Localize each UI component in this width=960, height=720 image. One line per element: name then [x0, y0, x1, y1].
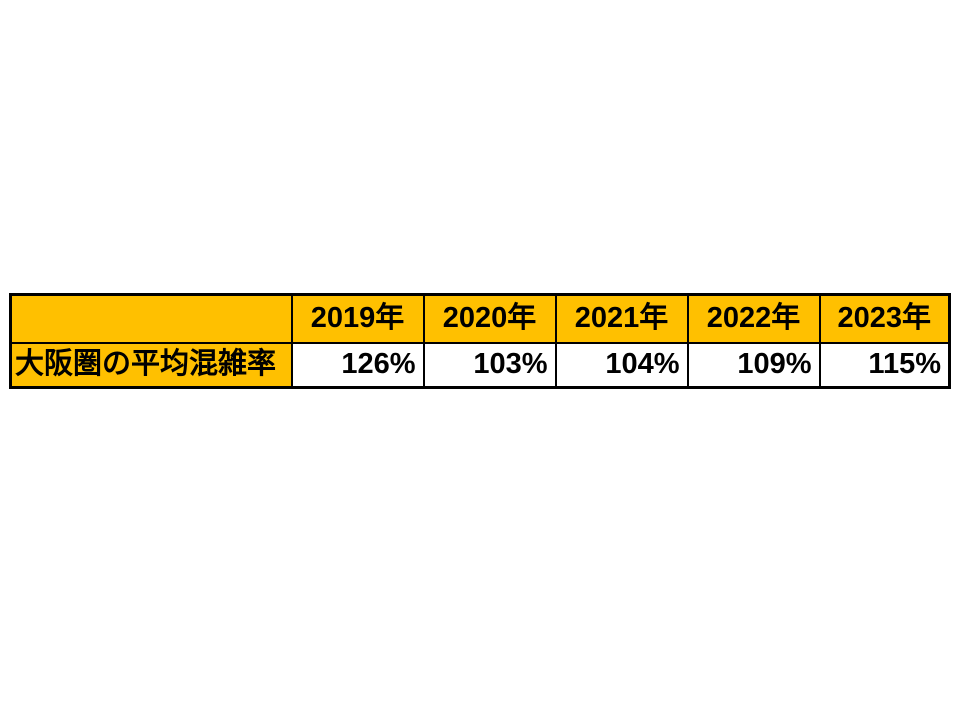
value-cell-2023: 115%: [818, 341, 951, 389]
value-cell-2019: 126%: [290, 341, 425, 389]
table-corner-cell: [9, 293, 293, 344]
value-cell-2022: 109%: [686, 341, 821, 389]
table-header-row: 2019年 2020年 2021年 2022年 2023年: [9, 293, 951, 344]
congestion-rate-table: 2019年 2020年 2021年 2022年 2023年 大阪圏の平均混雑率 …: [9, 293, 951, 389]
table-data-row: 大阪圏の平均混雑率 126% 103% 104% 109% 115%: [9, 341, 951, 389]
table-header-cell-2023: 2023年: [818, 293, 951, 344]
table-header-cell-2019: 2019年: [290, 293, 425, 344]
value-cell-2020: 103%: [422, 341, 557, 389]
table-header-cell-2022: 2022年: [686, 293, 821, 344]
row-label-osaka-average-congestion: 大阪圏の平均混雑率: [9, 341, 293, 389]
value-cell-2021: 104%: [554, 341, 689, 389]
table-header-cell-2020: 2020年: [422, 293, 557, 344]
table-header-cell-2021: 2021年: [554, 293, 689, 344]
